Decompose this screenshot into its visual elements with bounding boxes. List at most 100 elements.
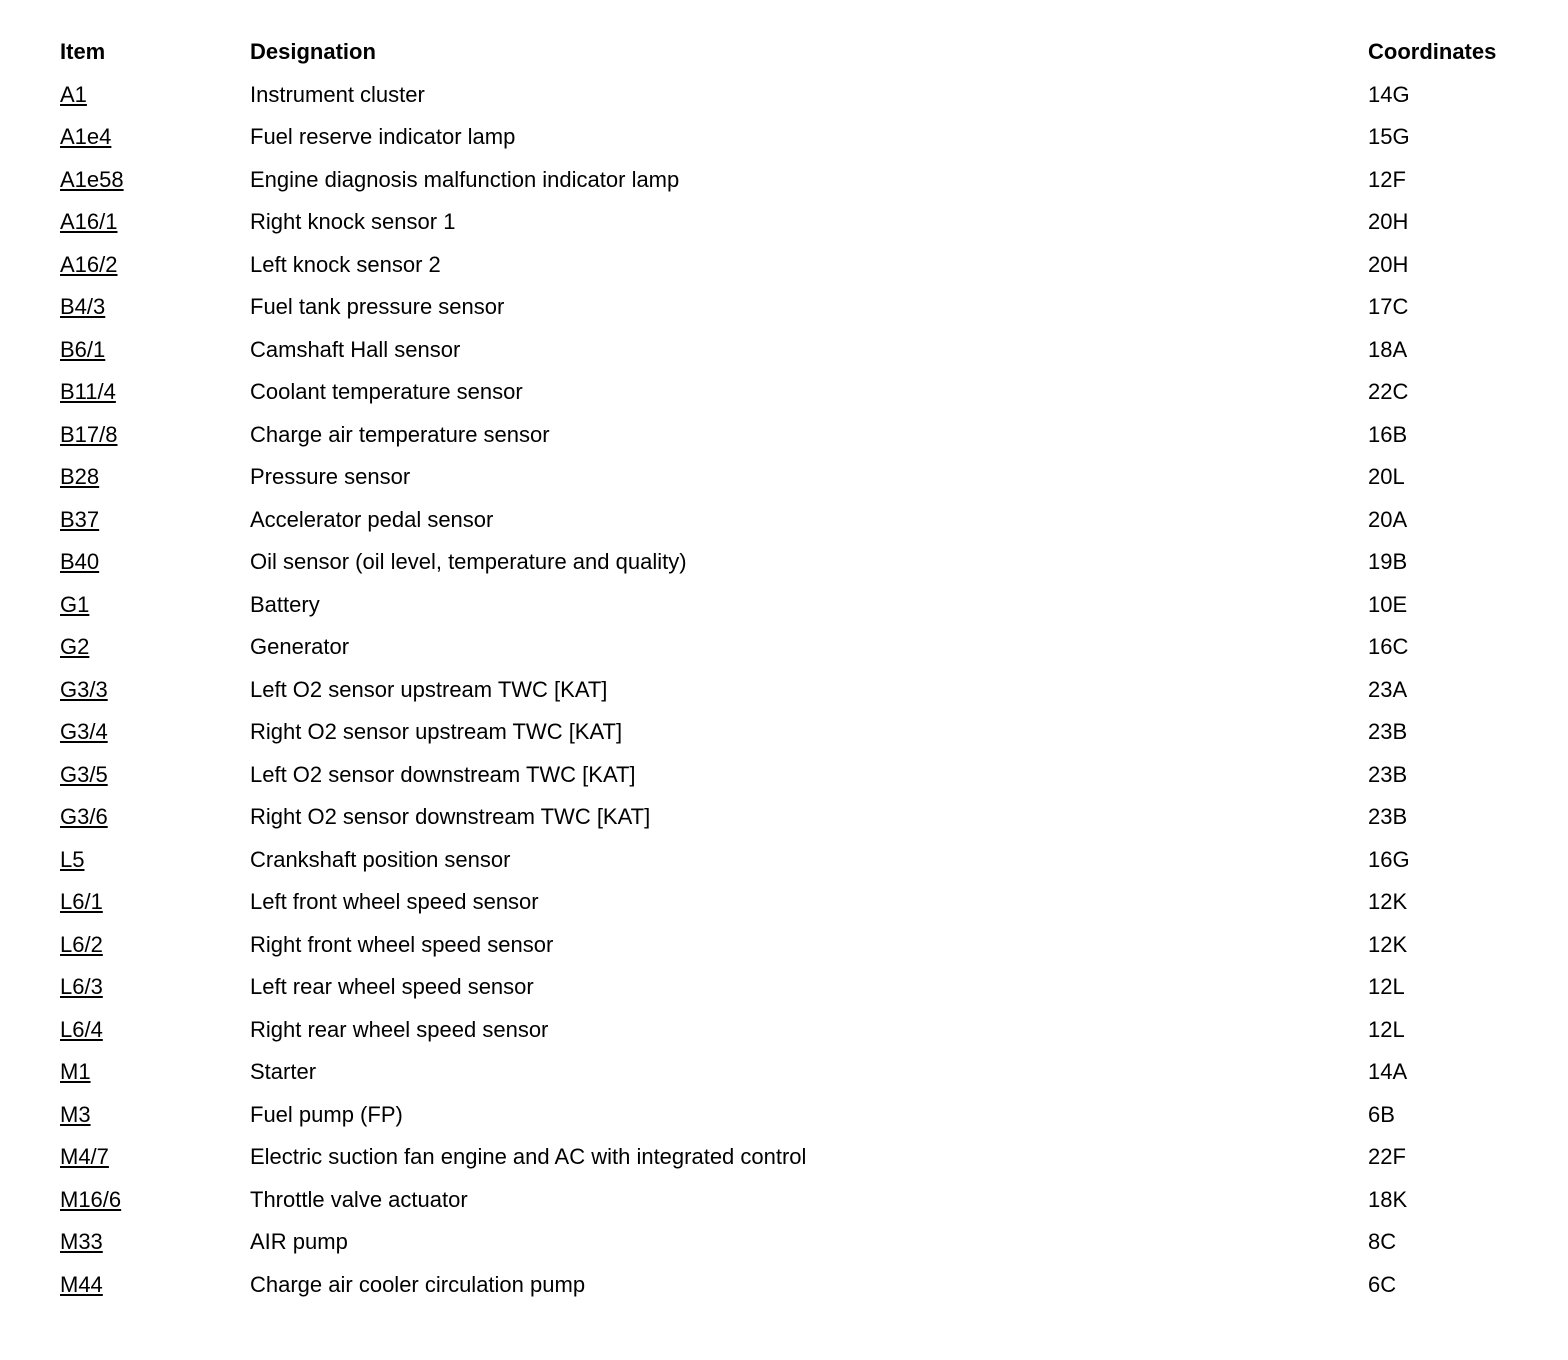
table-row: B11/4 Coolant temperature sensor 22C (0, 371, 1568, 414)
column-header-item: Item (60, 39, 106, 64)
designation-text: Right rear wheel speed sensor (250, 1016, 549, 1042)
coordinates-text: 14A (1368, 1059, 1408, 1084)
item-cell: G3/5 (60, 754, 250, 797)
item-cell: L6/1 (60, 881, 250, 924)
coordinates-text: 12F (1368, 166, 1406, 192)
table-row: L5 Crankshaft position sensor 16G (0, 839, 1568, 882)
item-link[interactable]: M3 (60, 1101, 91, 1127)
column-header-coordinates: Coordinates (1368, 39, 1497, 64)
coordinates-text: 12L (1368, 974, 1405, 999)
item-link[interactable]: A16/2 (60, 251, 118, 277)
item-cell: B17/8 (60, 414, 250, 457)
table-row: L6/2 Right front wheel speed sensor 12K (0, 924, 1568, 967)
table-row: A16/2 Left knock sensor 2 20H (0, 244, 1568, 287)
item-cell: M16/6 (60, 1179, 250, 1222)
designation-text: Left front wheel speed sensor (250, 889, 539, 914)
table-row: A1e58 Engine diagnosis malfunction indic… (0, 159, 1568, 202)
table-row: G1 Battery 10E (0, 584, 1568, 627)
item-link[interactable]: B17/8 (60, 421, 118, 447)
item-link[interactable]: L6/3 (60, 974, 103, 999)
column-header-designation: Designation (250, 39, 376, 64)
coordinates-text: 19B (1368, 549, 1408, 574)
item-link[interactable]: B4/3 (60, 294, 106, 319)
table-row: M16/6 Throttle valve actuator 18K (0, 1179, 1568, 1222)
item-cell: B28 (60, 456, 250, 499)
item-link[interactable]: L6/1 (60, 889, 103, 914)
item-link[interactable]: L6/2 (60, 931, 103, 957)
table-row: B37 Accelerator pedal sensor 20A (0, 499, 1568, 542)
item-link[interactable]: A16/1 (60, 209, 118, 234)
table-row: B4/3 Fuel tank pressure sensor 17C (0, 286, 1568, 329)
table-row: A16/1 Right knock sensor 1 20H (0, 201, 1568, 244)
designation-text: Crankshaft position sensor (250, 846, 511, 872)
coordinates-text: 20A (1368, 506, 1408, 532)
item-link[interactable]: M4/7 (60, 1144, 109, 1169)
designation-text: Fuel tank pressure sensor (250, 294, 505, 319)
item-link[interactable]: G3/6 (60, 804, 108, 829)
item-cell: M4/7 (60, 1136, 250, 1179)
designation-text: Electric suction fan engine and AC with … (250, 1144, 807, 1169)
item-link[interactable]: B40 (60, 549, 100, 574)
coordinates-text: 18A (1368, 336, 1408, 362)
coordinates-text: 17C (1368, 294, 1409, 319)
item-link[interactable]: B6/1 (60, 336, 106, 362)
item-link[interactable]: B11/4 (60, 379, 116, 404)
item-link[interactable]: A1 (60, 81, 87, 107)
coordinates-text: 15G (1368, 124, 1410, 149)
designation-text: Pressure sensor (250, 464, 411, 489)
item-link[interactable]: L6/4 (60, 1016, 103, 1042)
designation-text: Throttle valve actuator (250, 1186, 468, 1212)
item-link[interactable]: G1 (60, 591, 90, 617)
table-row: B17/8 Charge air temperature sensor 16B (0, 414, 1568, 457)
designation-text: Left rear wheel speed sensor (250, 974, 534, 999)
table-row: M3 Fuel pump (FP) 6B (0, 1094, 1568, 1137)
designation-text: Right O2 sensor upstream TWC [KAT] (250, 719, 623, 744)
designation-text: Instrument cluster (250, 81, 425, 107)
item-link[interactable]: M16/6 (60, 1186, 122, 1212)
item-link[interactable]: G3/3 (60, 676, 108, 702)
designation-text: Oil sensor (oil level, temperature and q… (250, 549, 687, 574)
item-link[interactable]: B37 (60, 506, 100, 532)
item-cell: A16/1 (60, 201, 250, 244)
item-link[interactable]: G3/5 (60, 761, 108, 787)
designation-text: Engine diagnosis malfunction indicator l… (250, 166, 680, 192)
item-cell: L6/4 (60, 1009, 250, 1052)
coordinates-text: 16B (1368, 421, 1408, 447)
coordinates-text: 20H (1368, 251, 1409, 277)
item-link[interactable]: A1e58 (60, 166, 124, 192)
coordinates-text: 23B (1368, 761, 1408, 787)
table-row: L6/3 Left rear wheel speed sensor 12L (0, 966, 1568, 1009)
coordinates-text: 18K (1368, 1186, 1408, 1212)
item-link[interactable]: G3/4 (60, 719, 108, 744)
coordinates-text: 16C (1368, 634, 1409, 659)
designation-text: Left O2 sensor upstream TWC [KAT] (250, 676, 608, 702)
table-row: G3/4 Right O2 sensor upstream TWC [KAT] … (0, 711, 1568, 754)
coordinates-text: 14G (1368, 81, 1410, 107)
table-row: L6/1 Left front wheel speed sensor 12K (0, 881, 1568, 924)
item-link[interactable]: B28 (60, 464, 100, 489)
designation-text: Charge air temperature sensor (250, 421, 550, 447)
item-link[interactable]: L5 (60, 846, 85, 872)
item-cell: B6/1 (60, 329, 250, 372)
item-link[interactable]: A1e4 (60, 124, 112, 149)
item-cell: L5 (60, 839, 250, 882)
item-cell: G1 (60, 584, 250, 627)
coordinates-text: 23B (1368, 719, 1408, 744)
table-row: A1 Instrument cluster 14G (0, 74, 1568, 117)
table-row: M44 Charge air cooler circulation pump 6… (0, 1264, 1568, 1307)
designation-text: Starter (250, 1059, 317, 1084)
table-row: M1 Starter 14A (0, 1051, 1568, 1094)
coordinates-text: 20L (1368, 464, 1405, 489)
item-cell: M33 (60, 1221, 250, 1264)
item-link[interactable]: M1 (60, 1059, 91, 1084)
item-link[interactable]: M44 (60, 1271, 103, 1297)
table-header-row: Item Designation Coordinates (0, 31, 1568, 74)
table-row: A1e4 Fuel reserve indicator lamp 15G (0, 116, 1568, 159)
coordinates-text: 20H (1368, 209, 1409, 234)
item-link[interactable]: G2 (60, 634, 90, 659)
item-link[interactable]: M33 (60, 1229, 103, 1254)
table-row: B6/1 Camshaft Hall sensor 18A (0, 329, 1568, 372)
item-cell: G2 (60, 626, 250, 669)
item-cell: G3/6 (60, 796, 250, 839)
coordinates-text: 12K (1368, 889, 1408, 914)
